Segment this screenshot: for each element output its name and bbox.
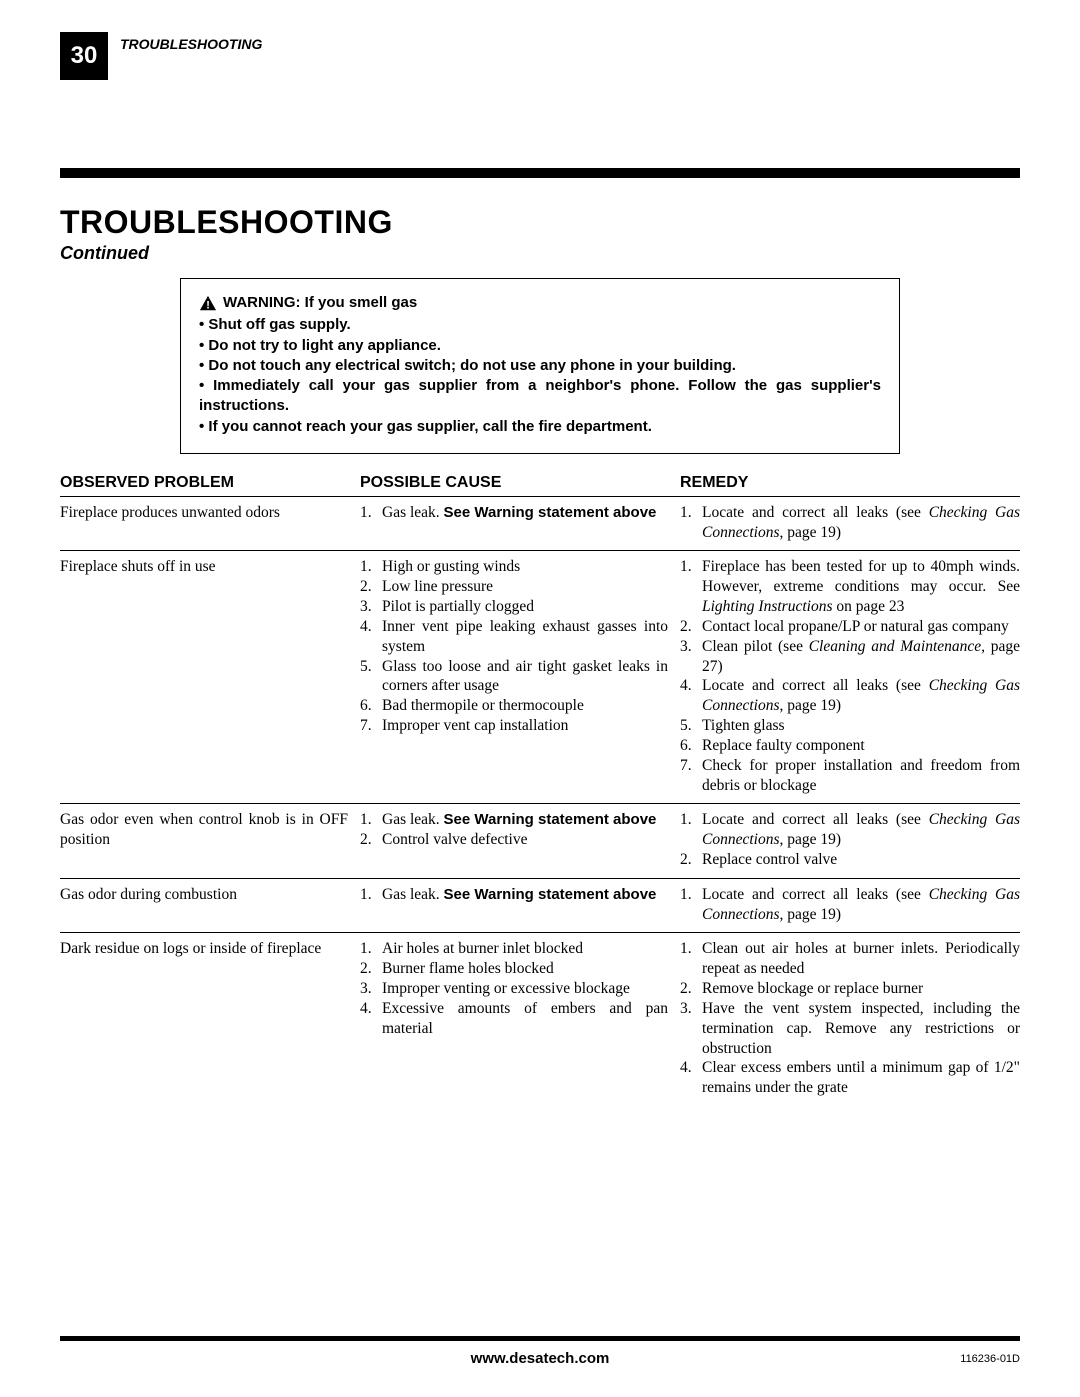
table-row: Fireplace shuts off in useHigh or gustin… bbox=[60, 551, 1020, 804]
table-row: Gas odor during combustionGas leak. See … bbox=[60, 879, 1020, 934]
col-header-problem: OBSERVED PROBLEM bbox=[60, 474, 360, 492]
remedy-item: Locate and correct all leaks (see Checki… bbox=[680, 810, 1020, 850]
table-row: Gas odor even when control knob is in OF… bbox=[60, 804, 1020, 878]
cause-item: Glass too loose and air tight gasket lea… bbox=[360, 657, 668, 697]
troubleshooting-table: OBSERVED PROBLEM POSSIBLE CAUSE REMEDY F… bbox=[60, 472, 1020, 1106]
cause-item: Excessive amounts of embers and pan mate… bbox=[360, 999, 668, 1039]
page-header: 30 TROUBLESHOOTING bbox=[60, 32, 1020, 80]
cause-cell: Gas leak. See Warning statement above bbox=[360, 503, 680, 543]
remedy-item: Fireplace has been tested for up to 40mp… bbox=[680, 557, 1020, 616]
running-header: TROUBLESHOOTING bbox=[120, 32, 262, 52]
cause-item: Improper venting or excessive blockage bbox=[360, 979, 668, 999]
cause-cell: High or gusting windsLow line pressurePi… bbox=[360, 557, 680, 795]
remedy-item: Contact local propane/LP or natural gas … bbox=[680, 617, 1020, 637]
problem-cell: Fireplace shuts off in use bbox=[60, 557, 360, 795]
remedy-item: Locate and correct all leaks (see Checki… bbox=[680, 676, 1020, 716]
footer-doc-id: 116236-01D bbox=[960, 1353, 1020, 1365]
cause-item: Gas leak. See Warning statement above bbox=[360, 503, 668, 523]
warning-heading: WARNING: If you smell gas bbox=[223, 293, 417, 313]
cause-item: Improper vent cap installation bbox=[360, 716, 668, 736]
footer-rule bbox=[60, 1336, 1020, 1341]
problem-cell: Gas odor during combustion bbox=[60, 885, 360, 925]
page-number: 30 bbox=[71, 42, 98, 70]
col-header-cause: POSSIBLE CAUSE bbox=[360, 474, 680, 492]
cause-item: High or gusting winds bbox=[360, 557, 668, 577]
warning-bullet: If you cannot reach your gas supplier, c… bbox=[199, 417, 881, 437]
remedy-item: Tighten glass bbox=[680, 716, 1020, 736]
remedy-cell: Fireplace has been tested for up to 40mp… bbox=[680, 557, 1020, 795]
page-number-box: 30 bbox=[60, 32, 108, 80]
cause-cell: Gas leak. See Warning statement aboveCon… bbox=[360, 810, 680, 869]
cause-item: Inner vent pipe leaking exhaust gasses i… bbox=[360, 617, 668, 657]
table-body: Fireplace produces unwanted odorsGas lea… bbox=[60, 497, 1020, 1106]
svg-text:!: ! bbox=[206, 300, 210, 312]
remedy-item: Clear excess embers until a minimum gap … bbox=[680, 1058, 1020, 1098]
remedy-cell: Locate and correct all leaks (see Checki… bbox=[680, 885, 1020, 925]
cause-item: Bad thermopile or thermocouple bbox=[360, 696, 668, 716]
cause-cell: Air holes at burner inlet blockedBurner … bbox=[360, 939, 680, 1098]
remedy-item: Clean pilot (see Cleaning and Maintenanc… bbox=[680, 637, 1020, 677]
remedy-item: Check for proper installation and freedo… bbox=[680, 756, 1020, 796]
warning-bullet: Do not try to light any appliance. bbox=[199, 336, 881, 356]
continued-label: Continued bbox=[60, 243, 1020, 264]
warning-bullet-list: Shut off gas supply. Do not try to light… bbox=[199, 315, 881, 437]
warning-bullet: Immediately call your gas supplier from … bbox=[199, 376, 881, 417]
cause-item: Pilot is partially clogged bbox=[360, 597, 668, 617]
warning-bullet: Shut off gas supply. bbox=[199, 315, 881, 335]
cause-item: Control valve defective bbox=[360, 830, 668, 850]
warning-bullet: Do not touch any electrical switch; do n… bbox=[199, 356, 881, 376]
remedy-item: Locate and correct all leaks (see Checki… bbox=[680, 885, 1020, 925]
col-header-remedy: REMEDY bbox=[680, 474, 1020, 492]
warning-icon: ! bbox=[199, 295, 217, 311]
problem-cell: Fireplace produces unwanted odors bbox=[60, 503, 360, 543]
remedy-item: Clean out air holes at burner inlets. Pe… bbox=[680, 939, 1020, 979]
page-footer: www.desatech.com 116236-01D bbox=[60, 1350, 1020, 1367]
remedy-cell: Locate and correct all leaks (see Checki… bbox=[680, 810, 1020, 869]
remedy-item: Locate and correct all leaks (see Checki… bbox=[680, 503, 1020, 543]
cause-item: Low line pressure bbox=[360, 577, 668, 597]
remedy-item: Remove blockage or replace burner bbox=[680, 979, 1020, 999]
problem-cell: Gas odor even when control knob is in OF… bbox=[60, 810, 360, 869]
warning-box: ! WARNING: If you smell gas Shut off gas… bbox=[180, 278, 900, 454]
table-header-row: OBSERVED PROBLEM POSSIBLE CAUSE REMEDY bbox=[60, 472, 1020, 497]
cause-item: Gas leak. See Warning statement above bbox=[360, 810, 668, 830]
header-rule bbox=[60, 168, 1020, 178]
remedy-item: Replace faulty component bbox=[680, 736, 1020, 756]
cause-item: Gas leak. See Warning statement above bbox=[360, 885, 668, 905]
remedy-cell: Locate and correct all leaks (see Checki… bbox=[680, 503, 1020, 543]
table-row: Dark residue on logs or inside of firepl… bbox=[60, 933, 1020, 1106]
cause-item: Air holes at burner inlet blocked bbox=[360, 939, 668, 959]
cause-cell: Gas leak. See Warning statement above bbox=[360, 885, 680, 925]
remedy-cell: Clean out air holes at burner inlets. Pe… bbox=[680, 939, 1020, 1098]
remedy-item: Have the vent system inspected, includin… bbox=[680, 999, 1020, 1058]
footer-url: www.desatech.com bbox=[471, 1350, 610, 1367]
problem-cell: Dark residue on logs or inside of firepl… bbox=[60, 939, 360, 1098]
section-title: TROUBLESHOOTING bbox=[60, 204, 1020, 241]
remedy-item: Replace control valve bbox=[680, 850, 1020, 870]
table-row: Fireplace produces unwanted odorsGas lea… bbox=[60, 497, 1020, 552]
cause-item: Burner flame holes blocked bbox=[360, 959, 668, 979]
